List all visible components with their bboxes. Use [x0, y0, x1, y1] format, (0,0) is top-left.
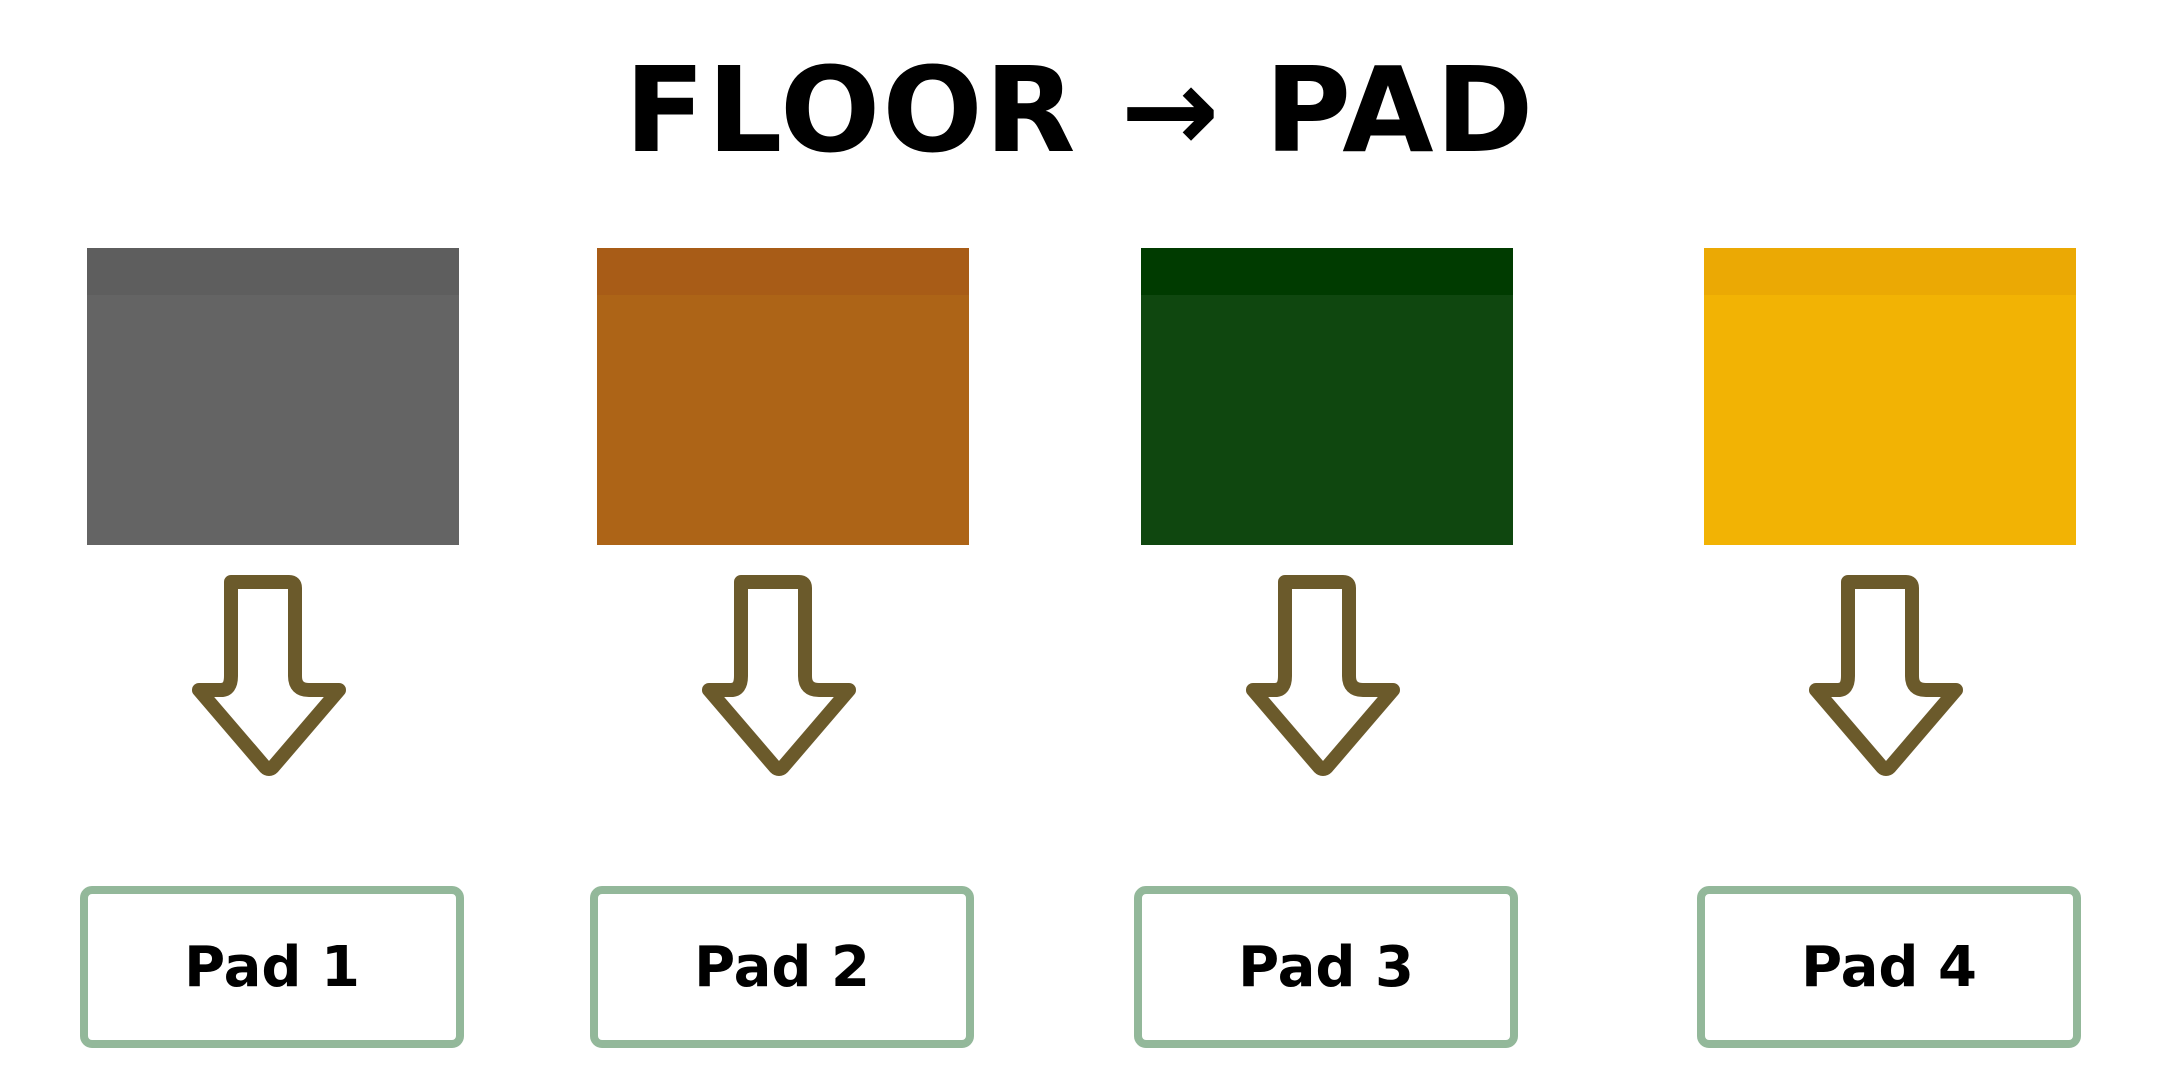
- pad-label-3: Pad 3: [1238, 934, 1414, 1000]
- column-2: Pad 2: [573, 0, 974, 1080]
- pad-box-3: Pad 3: [1134, 886, 1518, 1048]
- pad-label-2: Pad 2: [694, 934, 870, 1000]
- floor-swatch-4: [1704, 248, 2076, 545]
- floor-swatch-1: [87, 248, 459, 545]
- down-arrow-icon: [702, 575, 856, 776]
- down-arrow-icon: [192, 575, 346, 776]
- pad-box-1: Pad 1: [80, 886, 464, 1048]
- floor-swatch-2: [597, 248, 969, 545]
- down-arrow-icon: [1809, 575, 1963, 776]
- diagram-title: FLOOR → PAD: [624, 41, 1536, 179]
- pad-label-4: Pad 4: [1801, 934, 1977, 1000]
- floor-swatch-band-2: [597, 248, 969, 295]
- floor-swatch-band-1: [87, 248, 459, 295]
- floor-swatch-band-3: [1141, 248, 1513, 295]
- pad-label-1: Pad 1: [184, 934, 360, 1000]
- pad-box-2: Pad 2: [590, 886, 974, 1048]
- column-1: Pad 1: [63, 0, 464, 1080]
- column-3: Pad 3: [1117, 0, 1518, 1080]
- column-4: Pad 4: [1680, 0, 2081, 1080]
- floor-swatch-3: [1141, 248, 1513, 545]
- floor-swatch-band-4: [1704, 248, 2076, 295]
- pad-box-4: Pad 4: [1697, 886, 2081, 1048]
- down-arrow-icon: [1246, 575, 1400, 776]
